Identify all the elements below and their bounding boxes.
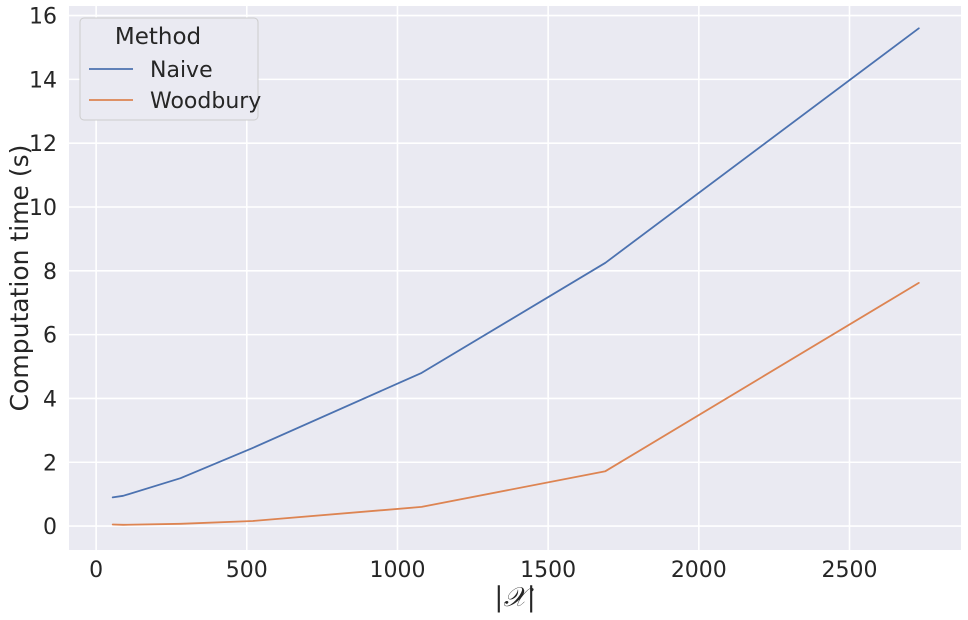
y-tick-label: 6 (43, 324, 57, 349)
y-tick-label: 0 (43, 515, 57, 540)
x-tick-label: 500 (226, 558, 268, 583)
series-line-woodbury (111, 281, 920, 526)
x-tick-label: 1000 (369, 558, 425, 583)
legend-title: Method (115, 24, 201, 50)
legend-label-naive: Naive (150, 58, 213, 83)
x-axis-ticks: 0 500 1000 1500 2000 2500 (89, 558, 877, 583)
legend-items: Naive Woodbury (89, 58, 261, 114)
y-tick-label: 16 (29, 5, 57, 30)
y-axis-ticks: 0 2 4 6 8 10 12 14 16 (29, 5, 57, 540)
y-tick-label: 8 (43, 260, 57, 285)
y-tick-label: 2 (43, 451, 57, 476)
y-tick-label: 10 (29, 196, 57, 221)
y-tick-label: 14 (29, 68, 57, 93)
legend-label-woodbury: Woodbury (150, 89, 261, 114)
x-tick-label: 2000 (671, 558, 727, 583)
legend-box (79, 17, 259, 121)
x-axis-label: |𝒳| (494, 582, 535, 613)
series-layer (111, 27, 920, 526)
x-tick-label: 0 (89, 558, 103, 583)
y-tick-label: 12 (29, 132, 57, 157)
series-line-naive (111, 27, 920, 499)
y-axis-label: Computation time (s) (5, 145, 34, 412)
legend: Method Naive Woodbury (79, 17, 261, 121)
x-tick-label: 2500 (822, 558, 878, 583)
y-tick-label: 4 (43, 387, 57, 412)
x-tick-label: 1500 (520, 558, 576, 583)
